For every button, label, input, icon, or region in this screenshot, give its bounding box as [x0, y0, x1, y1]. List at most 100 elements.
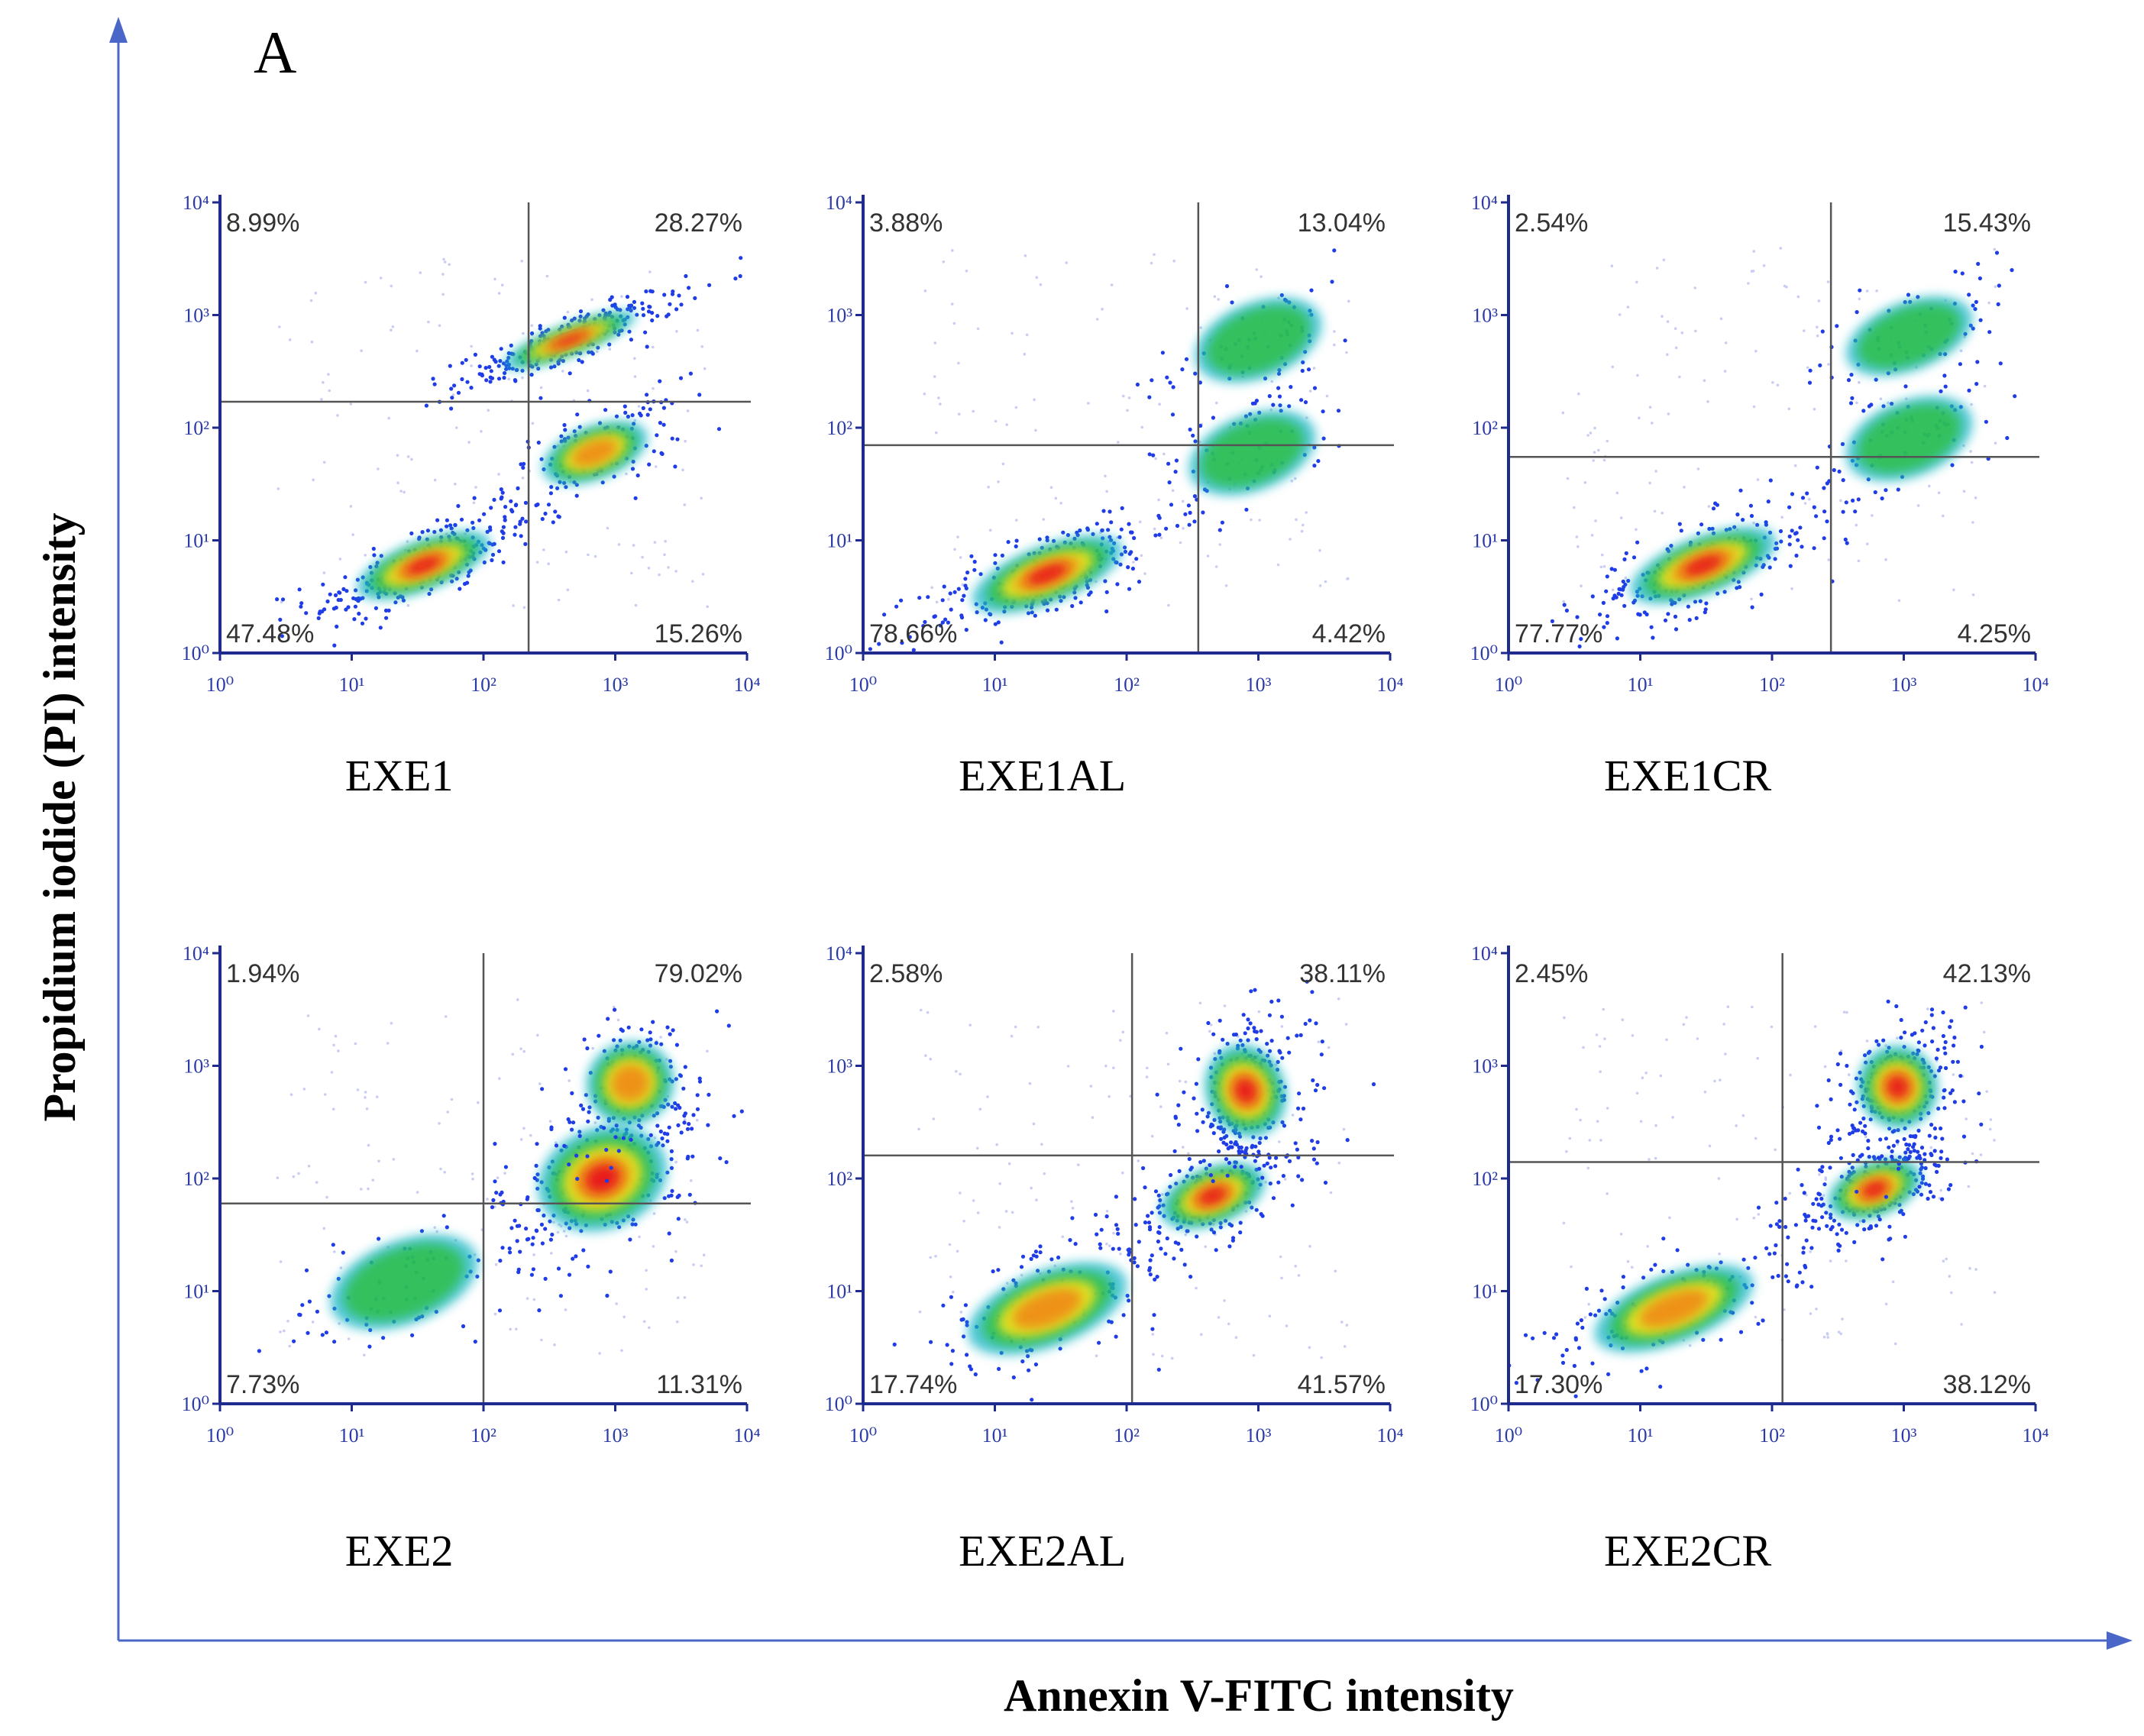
event-dot	[1994, 441, 1997, 445]
event-dot	[1200, 1107, 1205, 1112]
event-dot	[972, 559, 977, 564]
event-dot	[1785, 1262, 1790, 1266]
event-dot	[416, 1191, 419, 1194]
event-dot	[1855, 1223, 1860, 1227]
event-dot	[679, 1130, 684, 1135]
event-dot	[1917, 1185, 1922, 1189]
event-dot	[991, 1269, 995, 1274]
event-dot	[1121, 1030, 1125, 1034]
event-dot	[1877, 1217, 1882, 1222]
event-dot	[1312, 464, 1317, 468]
event-dot	[466, 574, 471, 578]
event-dot	[543, 1276, 548, 1281]
event-dot	[494, 1262, 498, 1266]
event-dot	[1813, 1219, 1818, 1224]
event-dot	[524, 519, 529, 524]
density-core	[1013, 1288, 1082, 1329]
density-core	[1683, 554, 1723, 576]
event-dot	[532, 1298, 536, 1301]
event-dot	[538, 326, 542, 331]
event-dot	[349, 505, 353, 508]
density-core	[1858, 304, 1961, 369]
event-dot	[1726, 1005, 1730, 1008]
event-dot	[1844, 500, 1848, 505]
event-dot	[993, 561, 998, 565]
event-dot	[1929, 1013, 1934, 1017]
x-tick-label: 10²	[1114, 1424, 1140, 1447]
event-dot	[1171, 385, 1175, 390]
event-dot	[1826, 1140, 1831, 1146]
event-dot	[1774, 1243, 1778, 1248]
event-dot	[1764, 1246, 1769, 1250]
event-dot	[448, 364, 452, 368]
event-dot	[652, 386, 655, 390]
event-dot	[1143, 1185, 1147, 1190]
event-dot	[1997, 283, 2001, 288]
event-dot	[1138, 520, 1142, 524]
event-dot	[1229, 1140, 1234, 1145]
event-dot	[1873, 490, 1877, 495]
event-dot	[1842, 1010, 1846, 1013]
event-dot	[1217, 1316, 1221, 1319]
event-dot	[1589, 432, 1593, 435]
event-dot	[498, 359, 503, 364]
event-dot	[456, 503, 461, 509]
event-dot	[1260, 1175, 1265, 1180]
event-dot	[536, 1033, 539, 1037]
event-dot	[1819, 1196, 1824, 1201]
event-dot	[571, 1120, 576, 1125]
event-dot	[646, 309, 652, 314]
event-dot	[1211, 1032, 1216, 1036]
event-dot	[703, 367, 707, 370]
event-dot	[1211, 1178, 1215, 1184]
event-dot	[1135, 1264, 1140, 1269]
event-dot	[1651, 635, 1655, 640]
event-dot	[406, 603, 410, 607]
quadrant-upper-right-percent: 28.27%	[655, 209, 742, 238]
event-dot	[626, 414, 631, 419]
event-dot	[1112, 1066, 1115, 1070]
event-dot	[1295, 518, 1298, 522]
event-dot	[1274, 1156, 1279, 1160]
event-dot	[575, 412, 580, 417]
event-dot	[1816, 1227, 1822, 1231]
event-dot	[1308, 390, 1312, 393]
event-dot	[1568, 1136, 1572, 1140]
event-dot	[632, 305, 637, 310]
event-dot	[1218, 1018, 1222, 1023]
event-dot	[1125, 1293, 1130, 1298]
event-dot	[1185, 1229, 1189, 1233]
event-dot	[1724, 341, 1728, 344]
event-dot	[540, 1087, 545, 1091]
event-dot	[1580, 584, 1583, 587]
event-dot	[435, 518, 440, 522]
event-dot	[1119, 1253, 1122, 1256]
event-dot	[1260, 275, 1263, 279]
event-dot	[1642, 610, 1647, 615]
event-dot	[707, 283, 712, 287]
event-dot	[1884, 1044, 1887, 1047]
event-dot	[452, 383, 457, 388]
event-dot	[993, 622, 998, 626]
event-dot	[1841, 1317, 1844, 1321]
event-dot	[441, 1214, 446, 1218]
event-dot	[654, 1041, 658, 1046]
event-dot	[393, 600, 398, 605]
event-dot	[1211, 415, 1215, 420]
event-dot	[503, 370, 507, 376]
event-dot	[1825, 481, 1829, 486]
event-dot	[994, 419, 998, 423]
event-dot	[330, 1071, 334, 1074]
event-dot	[1045, 535, 1049, 540]
event-dot	[1248, 1021, 1253, 1026]
event-dot	[1653, 1262, 1657, 1267]
event-dot	[1906, 1147, 1910, 1152]
event-dot	[1790, 492, 1795, 496]
event-dot	[1204, 1245, 1207, 1249]
event-dot	[627, 329, 632, 334]
event-dot	[1165, 1236, 1169, 1241]
event-dot	[1707, 505, 1711, 508]
event-dot	[390, 1022, 393, 1025]
event-dot	[1655, 267, 1659, 270]
event-dot	[1173, 470, 1178, 474]
